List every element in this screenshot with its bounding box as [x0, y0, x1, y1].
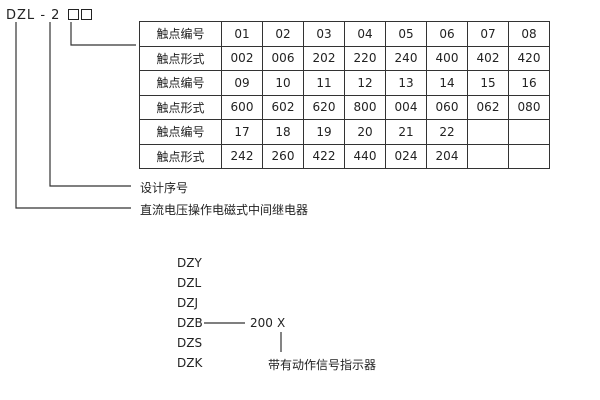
model-dash: -: [40, 8, 47, 23]
contact-table: 触点编号 01 02 03 04 05 06 07 08 触点形式 002 006 202 220 240 4…: [139, 21, 550, 169]
model-code: DZL - 2: [6, 8, 92, 23]
line-design-number: [49, 22, 131, 187]
design-number-label: 设计序号: [140, 181, 189, 195]
row-label: 触点编号: [139, 119, 222, 145]
relay-type-label: 直流电压操作电磁式中间继电器: [140, 203, 309, 217]
series-model: DZL: [177, 276, 202, 290]
table-cell: [508, 119, 550, 145]
table-cell: 10: [262, 70, 304, 96]
table-cell: 202: [303, 45, 345, 71]
table-row: 触点形式 242 260 422 440 024 204: [139, 143, 550, 169]
table-cell: 18: [262, 119, 304, 145]
table-cell: 15: [467, 70, 509, 96]
table-cell: 16: [508, 70, 550, 96]
table-cell: 260: [262, 143, 304, 169]
table-cell: 080: [508, 94, 550, 120]
suffix-letter: X: [277, 316, 286, 330]
table-cell: 440: [344, 143, 386, 169]
table-cell: 21: [385, 119, 427, 145]
table-cell: [508, 143, 550, 169]
table-cell: 062: [467, 94, 509, 120]
table-cell: 800: [344, 94, 386, 120]
series-model: DZS: [177, 336, 203, 350]
row-label: 触点形式: [139, 94, 222, 120]
table-cell: 17: [221, 119, 263, 145]
table-cell: 01: [221, 21, 263, 47]
series-model: DZB: [177, 316, 203, 330]
table-cell: 13: [385, 70, 427, 96]
table-row: 触点编号 09 10 11 12 13 14 15 16: [139, 70, 550, 96]
table-cell: 004: [385, 94, 427, 120]
model-series-digit: 2: [51, 8, 61, 23]
table-cell: 402: [467, 45, 509, 71]
table-row: 触点编号 17 18 19 20 21 22: [139, 119, 550, 145]
table-cell: 024: [385, 143, 427, 169]
table-cell: 07: [467, 21, 509, 47]
table-cell: 204: [426, 143, 468, 169]
table-cell: 002: [221, 45, 263, 71]
suffix-number: 200: [250, 316, 273, 330]
table-cell: 14: [426, 70, 468, 96]
table-cell: 420: [508, 45, 550, 71]
row-label: 触点编号: [139, 21, 222, 47]
table-cell: 600: [221, 94, 263, 120]
table-cell: 422: [303, 143, 345, 169]
table-cell: 05: [385, 21, 427, 47]
table-cell: 09: [221, 70, 263, 96]
table-cell: 620: [303, 94, 345, 120]
table-row: 触点形式 002 006 202 220 240 400 402 420: [139, 45, 550, 71]
table-cell: 400: [426, 45, 468, 71]
table-cell: [467, 119, 509, 145]
table-cell: 602: [262, 94, 304, 120]
table-cell: 11: [303, 70, 345, 96]
table-cell: 220: [344, 45, 386, 71]
table-cell: 20: [344, 119, 386, 145]
placeholder-box: [80, 9, 92, 20]
row-label: 触点编号: [139, 70, 222, 96]
table-cell: 04: [344, 21, 386, 47]
table-cell: 02: [262, 21, 304, 47]
table-cell: 060: [426, 94, 468, 120]
table-cell: 240: [385, 45, 427, 71]
table-row: 触点形式 600 602 620 800 004 060 062 080: [139, 94, 550, 120]
table-cell: [467, 143, 509, 169]
table-cell: 006: [262, 45, 304, 71]
model-prefix: DZL: [6, 8, 36, 23]
table-cell: 06: [426, 21, 468, 47]
line-relay-type: [15, 22, 131, 209]
series-model: DZK: [177, 356, 203, 370]
row-label: 触点形式: [139, 45, 222, 71]
line-contact-code: [70, 22, 136, 46]
table-cell: 12: [344, 70, 386, 96]
table-cell: 22: [426, 119, 468, 145]
table-cell: 19: [303, 119, 345, 145]
table-cell: 08: [508, 21, 550, 47]
table-cell: 03: [303, 21, 345, 47]
placeholder-box: [67, 9, 79, 20]
row-label: 触点形式: [139, 143, 222, 169]
series-model: DZY: [177, 256, 202, 270]
table-cell: 242: [221, 143, 263, 169]
suffix-note: 带有动作信号指示器: [268, 358, 377, 372]
table-row: 触点编号 01 02 03 04 05 06 07 08: [139, 21, 550, 47]
series-model: DZJ: [177, 296, 198, 310]
